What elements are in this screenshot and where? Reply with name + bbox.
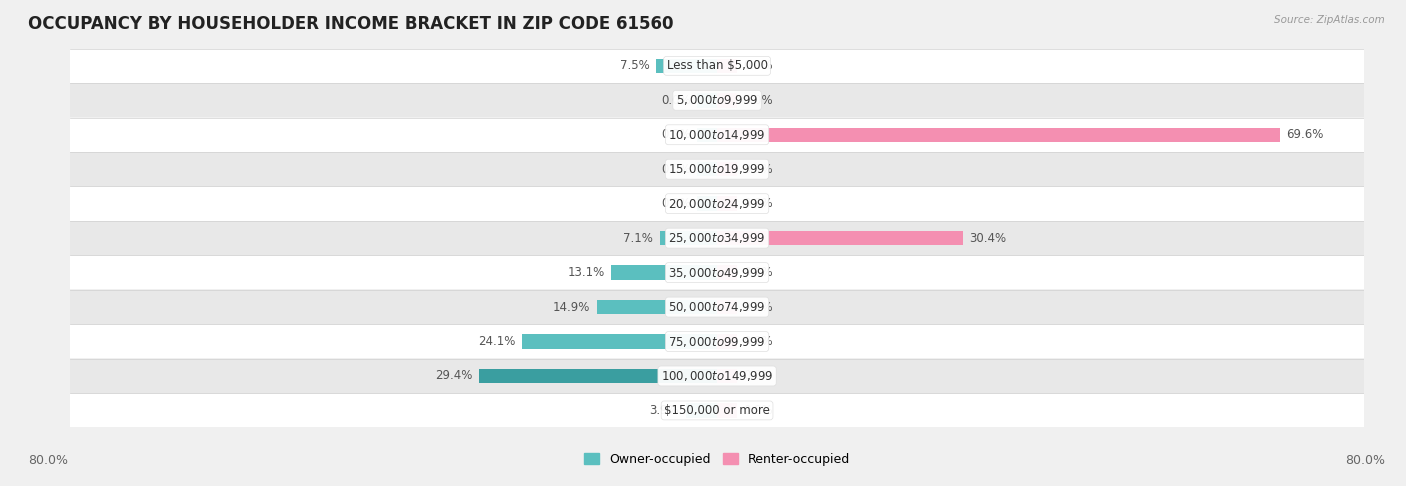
- Text: $10,000 to $14,999: $10,000 to $14,999: [668, 128, 766, 142]
- Text: 14.9%: 14.9%: [553, 300, 591, 313]
- Bar: [717, 231, 963, 245]
- Text: 0.0%: 0.0%: [661, 197, 690, 210]
- Text: 0.0%: 0.0%: [744, 94, 773, 107]
- Text: 0.0%: 0.0%: [661, 128, 690, 141]
- Bar: [697, 162, 717, 176]
- Text: 80.0%: 80.0%: [28, 453, 67, 467]
- Text: 7.5%: 7.5%: [620, 59, 650, 72]
- Legend: Owner-occupied, Renter-occupied: Owner-occupied, Renter-occupied: [579, 448, 855, 471]
- Text: 0.0%: 0.0%: [744, 335, 773, 348]
- Bar: [717, 369, 737, 383]
- Text: 69.6%: 69.6%: [1286, 128, 1323, 141]
- Text: 0.0%: 0.0%: [744, 369, 773, 382]
- FancyBboxPatch shape: [70, 118, 1364, 152]
- Bar: [717, 59, 737, 73]
- Bar: [659, 231, 717, 245]
- Text: 80.0%: 80.0%: [1346, 453, 1385, 467]
- Bar: [717, 300, 737, 314]
- Text: $35,000 to $49,999: $35,000 to $49,999: [668, 266, 766, 279]
- Text: $75,000 to $99,999: $75,000 to $99,999: [668, 334, 766, 348]
- Text: $5,000 to $9,999: $5,000 to $9,999: [676, 93, 758, 107]
- Bar: [479, 369, 717, 383]
- Bar: [522, 334, 717, 349]
- Text: Source: ZipAtlas.com: Source: ZipAtlas.com: [1274, 15, 1385, 25]
- Text: $50,000 to $74,999: $50,000 to $74,999: [668, 300, 766, 314]
- Text: 0.0%: 0.0%: [744, 197, 773, 210]
- Bar: [717, 334, 737, 349]
- Text: 0.0%: 0.0%: [744, 266, 773, 279]
- FancyBboxPatch shape: [70, 152, 1364, 186]
- Bar: [697, 127, 717, 142]
- FancyBboxPatch shape: [70, 49, 1364, 83]
- Text: 3.9%: 3.9%: [650, 404, 679, 417]
- Bar: [686, 403, 717, 417]
- FancyBboxPatch shape: [70, 359, 1364, 393]
- Bar: [612, 265, 717, 280]
- Text: 0.0%: 0.0%: [744, 59, 773, 72]
- Text: 30.4%: 30.4%: [969, 232, 1007, 244]
- Bar: [717, 93, 737, 107]
- FancyBboxPatch shape: [70, 394, 1364, 427]
- Bar: [717, 265, 737, 280]
- Text: $150,000 or more: $150,000 or more: [664, 404, 770, 417]
- FancyBboxPatch shape: [70, 290, 1364, 324]
- Bar: [657, 59, 717, 73]
- Bar: [717, 127, 1279, 142]
- FancyBboxPatch shape: [70, 325, 1364, 358]
- FancyBboxPatch shape: [70, 221, 1364, 255]
- Text: 24.1%: 24.1%: [478, 335, 516, 348]
- Text: 0.0%: 0.0%: [744, 300, 773, 313]
- Text: $15,000 to $19,999: $15,000 to $19,999: [668, 162, 766, 176]
- Text: 29.4%: 29.4%: [436, 369, 472, 382]
- Text: $25,000 to $34,999: $25,000 to $34,999: [668, 231, 766, 245]
- Bar: [697, 196, 717, 211]
- Bar: [717, 403, 737, 417]
- Text: $100,000 to $149,999: $100,000 to $149,999: [661, 369, 773, 383]
- Bar: [697, 93, 717, 107]
- Bar: [596, 300, 717, 314]
- Text: 7.1%: 7.1%: [623, 232, 654, 244]
- Text: OCCUPANCY BY HOUSEHOLDER INCOME BRACKET IN ZIP CODE 61560: OCCUPANCY BY HOUSEHOLDER INCOME BRACKET …: [28, 15, 673, 33]
- Text: 13.1%: 13.1%: [568, 266, 605, 279]
- Text: 0.0%: 0.0%: [744, 404, 773, 417]
- Text: 0.0%: 0.0%: [744, 163, 773, 176]
- Text: 0.0%: 0.0%: [661, 163, 690, 176]
- Text: Less than $5,000: Less than $5,000: [666, 59, 768, 72]
- Bar: [717, 196, 737, 211]
- Text: $20,000 to $24,999: $20,000 to $24,999: [668, 197, 766, 210]
- FancyBboxPatch shape: [70, 256, 1364, 290]
- FancyBboxPatch shape: [70, 187, 1364, 221]
- Text: 0.0%: 0.0%: [661, 94, 690, 107]
- Bar: [717, 162, 737, 176]
- FancyBboxPatch shape: [70, 84, 1364, 117]
